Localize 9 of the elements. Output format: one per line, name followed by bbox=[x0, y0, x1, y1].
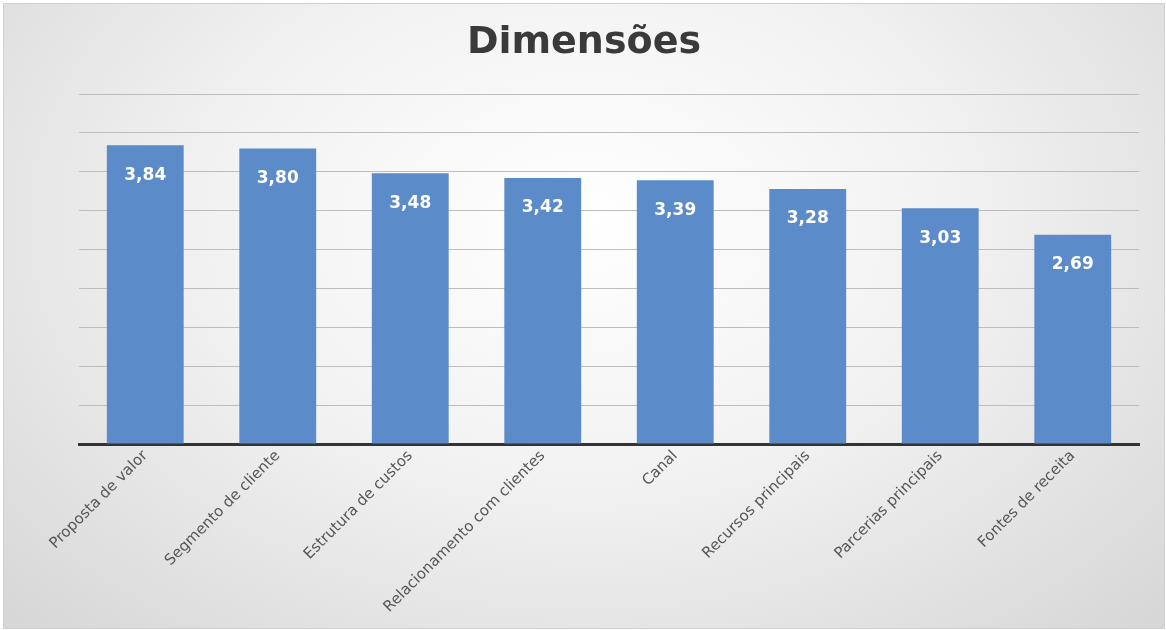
data-label: 3,48 bbox=[389, 191, 432, 212]
data-label: 3,84 bbox=[124, 163, 167, 184]
data-label: 3,03 bbox=[919, 226, 962, 247]
data-label: 3,39 bbox=[654, 198, 697, 219]
data-label: 3,42 bbox=[521, 196, 564, 217]
data-label: 3,80 bbox=[256, 166, 299, 187]
chart-title: Dimensões bbox=[465, 18, 703, 62]
data-label: 3,28 bbox=[786, 207, 829, 228]
data-label: 2,69 bbox=[1051, 253, 1094, 274]
